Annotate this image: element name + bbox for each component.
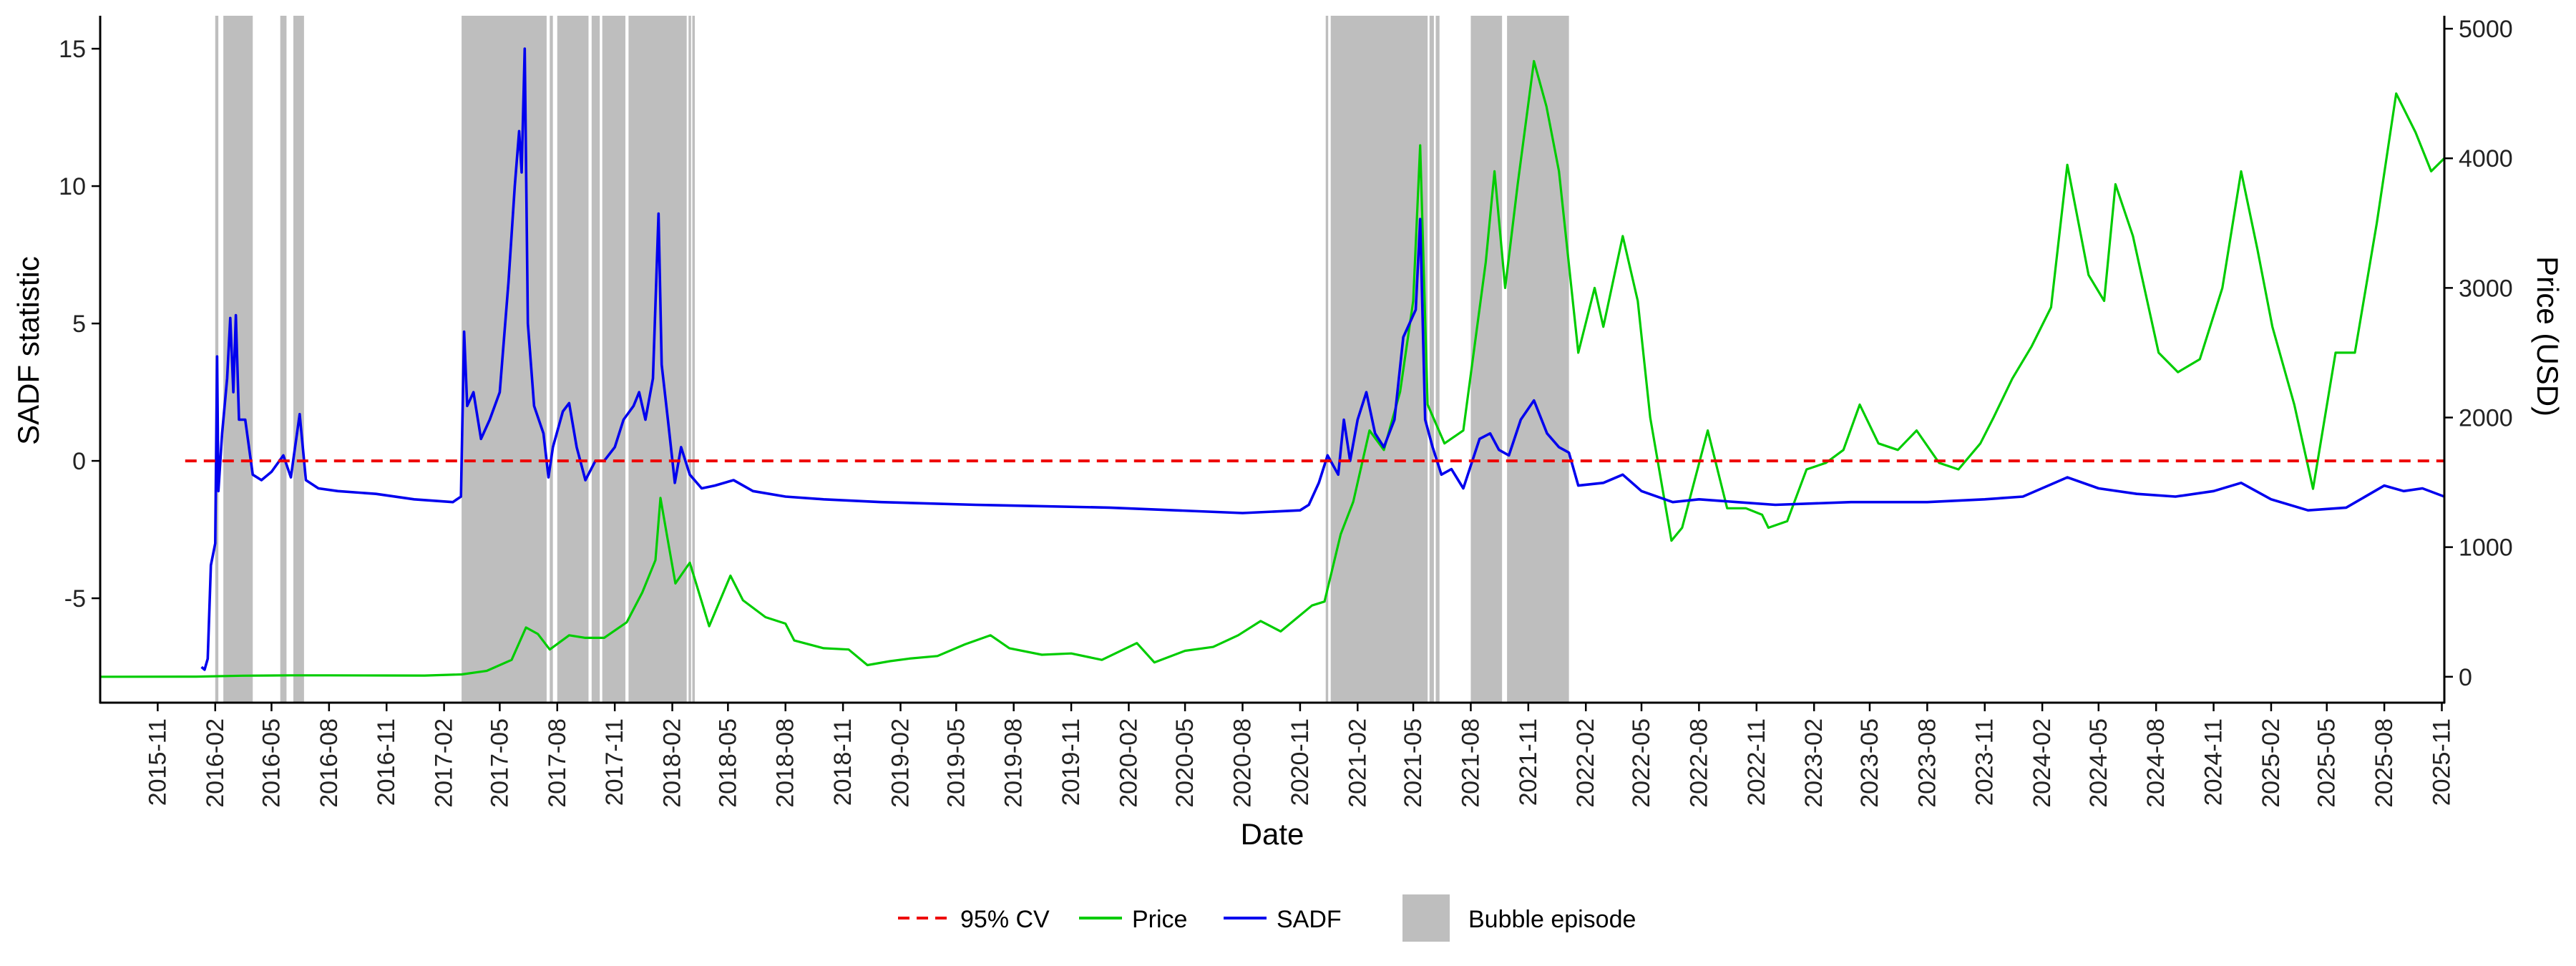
- bubble-episode: [1470, 16, 1503, 703]
- x-tick-label: 2021-08: [1457, 718, 1484, 808]
- y-tick-label: 15: [59, 36, 86, 63]
- x-tick-label: 2017-02: [431, 718, 458, 808]
- x-tick-label: 2018-05: [714, 718, 741, 808]
- x-tick-label: 2022-08: [1685, 718, 1712, 808]
- axes-layer: -5 0 5 10 15 0 1000 2000 3000 4000 5000 2015-11 2016…: [59, 16, 2513, 808]
- x-tick-label: 2023-05: [1856, 718, 1883, 808]
- x-tick-label: 2018-11: [829, 718, 857, 806]
- x-tick-label: 2017-05: [486, 718, 513, 808]
- x-tick-label: 2022-02: [1572, 718, 1599, 808]
- x-tick-label: 2017-08: [544, 718, 571, 808]
- x-tick-label: 2021-11: [1515, 718, 1542, 806]
- x-tick-label: 2015-11: [144, 718, 171, 806]
- x-tick-label: 2019-05: [942, 718, 970, 808]
- x-tick-label: 2019-02: [887, 718, 914, 808]
- x-tick-label: 2024-02: [2029, 718, 2056, 808]
- legend-sadf-label: SADF: [1277, 906, 1342, 933]
- x-tick-label: 2019-11: [1058, 718, 1085, 806]
- x-tick-label: 2023-08: [1913, 718, 1941, 808]
- y2-tick-label: 2000: [2459, 405, 2513, 432]
- bubble-episode: [462, 16, 547, 703]
- bubble-episode: [280, 16, 287, 703]
- bubble-episode: [591, 16, 600, 703]
- y-tick-label: 10: [59, 173, 86, 200]
- bubble-episode: [293, 16, 304, 703]
- y-tick-label: -5: [64, 585, 86, 613]
- bubble-episode: [1435, 16, 1440, 703]
- legend: 95% CV Price SADF Bubble episode: [898, 894, 1636, 942]
- bubble-episode: [1325, 16, 1329, 703]
- x-tick-label: 2019-08: [1000, 718, 1028, 808]
- x-tick-label: 2023-11: [1971, 718, 1999, 806]
- bubble-episode-layer: [215, 16, 1569, 703]
- y2-tick-label: 3000: [2459, 275, 2513, 302]
- x-tick-label: 2018-02: [659, 718, 686, 808]
- x-tick-label: 2022-11: [1743, 718, 1770, 806]
- x-tick-label: 2025-11: [2429, 718, 2456, 806]
- sadf-series-line: [200, 47, 2445, 671]
- x-tick-label: 2023-02: [1800, 718, 1828, 808]
- x-tick-label: 2024-05: [2085, 718, 2112, 808]
- bubble-episode: [688, 16, 691, 703]
- y2-tick-label: 1000: [2459, 535, 2513, 562]
- bubble-episode: [692, 16, 696, 703]
- legend-bubble-label: Bubble episode: [1468, 906, 1636, 933]
- bubble-episode: [1330, 16, 1428, 703]
- x-tick-label: 2020-05: [1171, 718, 1199, 808]
- y2-tick-label: 0: [2459, 664, 2472, 691]
- legend-bubble-symbol: [1402, 894, 1450, 942]
- bubble-episode: [628, 16, 687, 703]
- x-tick-label: 2020-08: [1229, 718, 1257, 808]
- x-tick-label: 2020-02: [1116, 718, 1143, 808]
- y2-tick-label: 5000: [2459, 16, 2513, 43]
- y2-tick-label: 4000: [2459, 145, 2513, 172]
- x-tick-label: 2025-08: [2371, 718, 2398, 808]
- x-tick-label: 2016-02: [202, 718, 229, 808]
- y2-axis-title: Price (USD): [2531, 256, 2565, 416]
- x-tick-label: 2020-11: [1287, 718, 1314, 806]
- bubble-episode: [1507, 16, 1569, 703]
- bubble-episode: [557, 16, 589, 703]
- x-tick-label: 2016-11: [373, 718, 400, 806]
- x-tick-label: 2016-05: [258, 718, 285, 808]
- x-axis-title: Date: [1241, 817, 1304, 851]
- bubble-episode: [1429, 16, 1434, 703]
- y-tick-label: 0: [72, 448, 86, 475]
- legend-price-label: Price: [1132, 906, 1187, 933]
- price-series-line: [99, 59, 2446, 678]
- x-tick-label: 2017-11: [601, 718, 628, 806]
- series-layer: [99, 47, 2446, 678]
- x-tick-label: 2016-08: [316, 718, 343, 808]
- y-tick-label: 5: [72, 311, 86, 338]
- x-tick-label: 2025-05: [2313, 718, 2341, 808]
- y-axis-title: SADF statistic: [11, 256, 45, 445]
- bubble-episode: [550, 16, 553, 703]
- x-tick-label: 2022-05: [1628, 718, 1655, 808]
- x-tick-label: 2021-05: [1400, 718, 1427, 808]
- x-tick-label: 2018-08: [772, 718, 799, 808]
- x-tick-label: 2024-08: [2142, 718, 2170, 808]
- x-tick-label: 2024-11: [2200, 718, 2228, 806]
- legend-cv-label: 95% CV: [960, 906, 1050, 933]
- bubble-episode: [602, 16, 626, 703]
- x-tick-label: 2021-02: [1344, 718, 1371, 808]
- x-tick-label: 2025-02: [2258, 718, 2285, 808]
